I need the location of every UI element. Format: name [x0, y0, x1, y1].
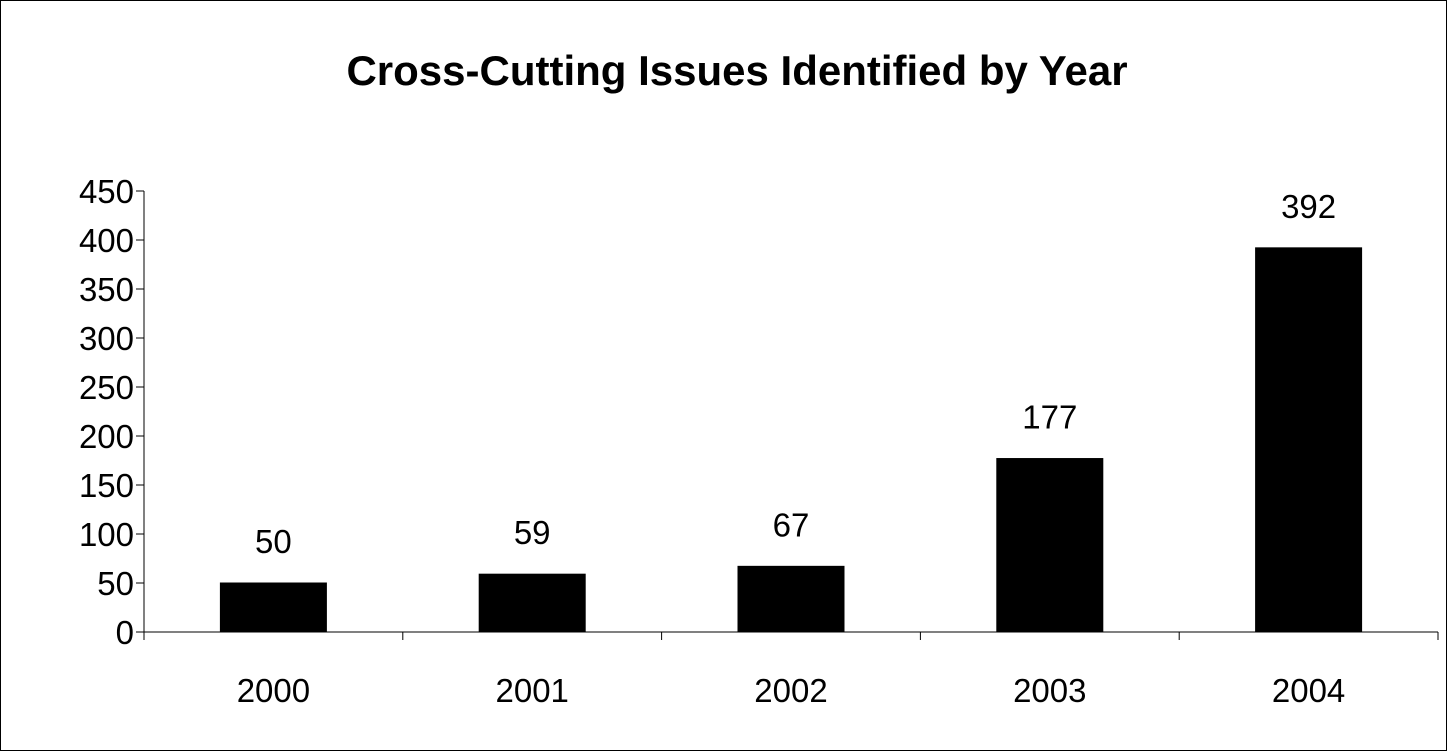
y-tick-label: 400 — [79, 222, 134, 259]
y-tick-label: 100 — [79, 516, 134, 553]
data-label-2004: 392 — [1281, 188, 1336, 225]
y-tick-label: 450 — [79, 173, 134, 210]
data-label-2002: 67 — [773, 506, 810, 543]
bar-2000 — [219, 582, 327, 633]
x-tick-label: 2003 — [1013, 672, 1086, 709]
y-tick-label: 200 — [79, 418, 134, 455]
bar-2004 — [1255, 247, 1363, 633]
chart-title: Cross-Cutting Issues Identified by Year — [346, 47, 1127, 94]
data-labels: 50 59 67 177 392 — [255, 188, 1336, 560]
y-tick-label: 0 — [116, 614, 134, 651]
x-tick-label: 2004 — [1272, 672, 1345, 709]
x-tick-label: 2001 — [495, 672, 568, 709]
y-tick-label: 50 — [97, 565, 134, 602]
y-tick-label: 300 — [79, 320, 134, 357]
bar-2002 — [737, 565, 845, 633]
x-axis: 2000 2001 2002 2003 2004 — [143, 631, 1439, 709]
bar-2003 — [996, 458, 1104, 633]
data-label-2000: 50 — [255, 523, 292, 560]
data-label-2001: 59 — [514, 514, 551, 551]
x-tick-label: 2000 — [237, 672, 310, 709]
x-tick-label: 2002 — [754, 672, 827, 709]
y-tick-label: 150 — [79, 467, 134, 504]
data-label-2003: 177 — [1022, 399, 1077, 436]
y-axis: 0 50 100 150 200 250 300 350 400 450 — [79, 173, 145, 651]
bar-2001 — [478, 573, 586, 633]
y-tick-label: 350 — [79, 271, 134, 308]
y-tick-label: 250 — [79, 369, 134, 406]
bars — [219, 247, 1363, 633]
